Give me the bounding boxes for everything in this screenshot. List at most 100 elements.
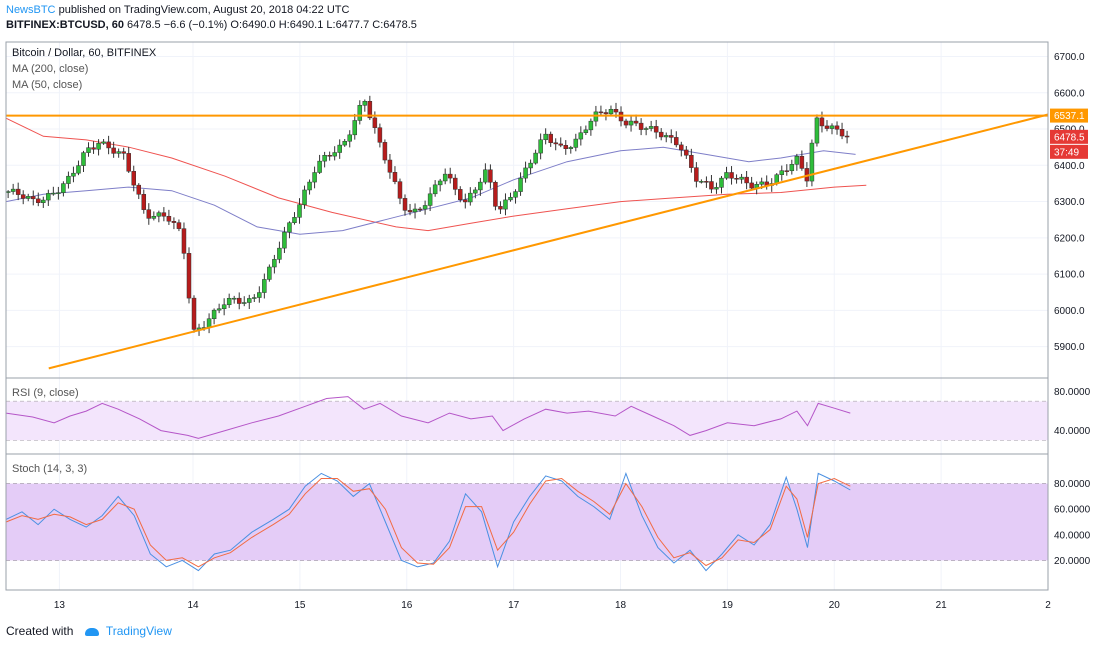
x-tick-label: 13 [54,600,66,611]
x-tick-label: 16 [401,600,413,611]
candle-body [648,126,654,129]
publish-line: NewsBTC published on TradingView.com, Au… [6,3,417,18]
candle-body [337,144,342,153]
x-tick-label: 18 [615,600,627,611]
candle-body [51,192,56,195]
ma50-line [5,146,856,235]
candle-body [437,180,443,186]
candle-body [608,108,614,115]
stoch-k-line [5,471,851,572]
candle-body [583,129,589,134]
candle-body [357,105,363,121]
candle-body [46,193,51,201]
stoch-band [6,483,1048,561]
candle-body [156,212,162,217]
candle-body [548,133,553,143]
candle-body [5,191,11,193]
price-tick-label: 6600.0 [1054,88,1085,99]
last-price-tag [1050,129,1088,144]
resistance-tag-text: 6537.1 [1054,111,1085,122]
candle-body [247,298,252,303]
candle-body [231,297,237,300]
candle-body [789,164,795,172]
rsi-pane-title: RSI (9, close) [12,387,79,399]
candle-body [161,212,167,217]
candle-body [382,142,388,161]
candle-body [714,187,719,190]
rsi-pane[interactable] [5,396,1048,441]
candle-body [327,155,332,157]
candle-body [829,125,835,129]
x-tick-label: 14 [187,600,199,611]
candle-body [663,135,669,138]
candle-body [71,172,76,177]
candle-body [508,196,513,201]
rsi-tick-label: 80.0000 [1054,387,1091,398]
candle-body [669,135,674,138]
candle-body [814,117,820,144]
candle-body [463,199,468,203]
stoch-tick-label: 40.0000 [1054,530,1091,541]
rsi-tick-label: 40.0000 [1054,426,1091,437]
price-pane[interactable] [5,95,1049,370]
candle-body [10,188,16,192]
candle-body [689,154,694,168]
candle-body [417,208,423,211]
candle-body [442,173,448,182]
candle-body [216,308,222,311]
candle-body [20,194,26,199]
candle-body [392,172,398,182]
candle-body [749,182,754,189]
candle-body [528,162,533,169]
candle-body [478,181,483,191]
last-price-tag-text: 6478.5 [1054,132,1085,143]
candle-body [66,175,71,184]
candle-body [699,181,704,183]
price-tick-label: 6700.0 [1054,52,1085,63]
chart-canvas[interactable]: 13141516171819202126700.06600.06500.0640… [0,36,1100,618]
candle-body [61,183,66,193]
candle-body [272,259,277,268]
candle-body [151,216,157,219]
pane-frames [5,41,1049,591]
candle-body [111,147,116,154]
candle-body [422,205,428,210]
candle-body [226,297,232,306]
candle-body [96,143,101,150]
candle-body [724,172,729,179]
candle-body [317,160,322,173]
author-link[interactable]: NewsBTC [6,4,56,16]
candle-body [458,189,463,201]
candle-body [76,165,81,174]
ascending-trend-line[interactable] [48,113,1049,370]
candle-body [236,297,242,304]
candle-body [679,144,684,151]
price-tags: 6537.1 6478.5 37:49 [1050,108,1088,159]
candle-body [613,108,619,113]
candle-body [684,149,689,156]
candle-body [277,247,282,260]
candle-body [523,167,528,179]
stoch-pane[interactable] [5,471,1048,572]
countdown-tag-text: 37:49 [1054,147,1079,158]
candle-body [633,120,639,124]
tradingview-brand[interactable]: TradingView [105,624,172,638]
candle-body [412,208,418,213]
tradingview-logo-icon [84,627,99,636]
candle-body [41,199,46,203]
candle-body [553,142,558,145]
chart-header: NewsBTC published on TradingView.com, Au… [6,3,417,33]
symbol-label: BITFINEX:BTCUSD, 60 [6,19,124,31]
ma200-legend: MA (200, close) [12,63,88,75]
candle-body [342,140,347,146]
candle-body [839,129,845,137]
price-tick-label: 6300.0 [1054,197,1085,208]
ohlc-values: 6478.5 −6.6 (−0.1%) O:6490.0 H:6490.1 L:… [127,19,417,31]
candle-body [704,181,709,183]
candle-body [176,222,182,229]
candle-body [573,138,579,148]
candle-body [282,231,287,249]
x-tick-label: 20 [829,600,841,611]
candle-body [674,137,679,146]
rsi-line [5,396,851,439]
